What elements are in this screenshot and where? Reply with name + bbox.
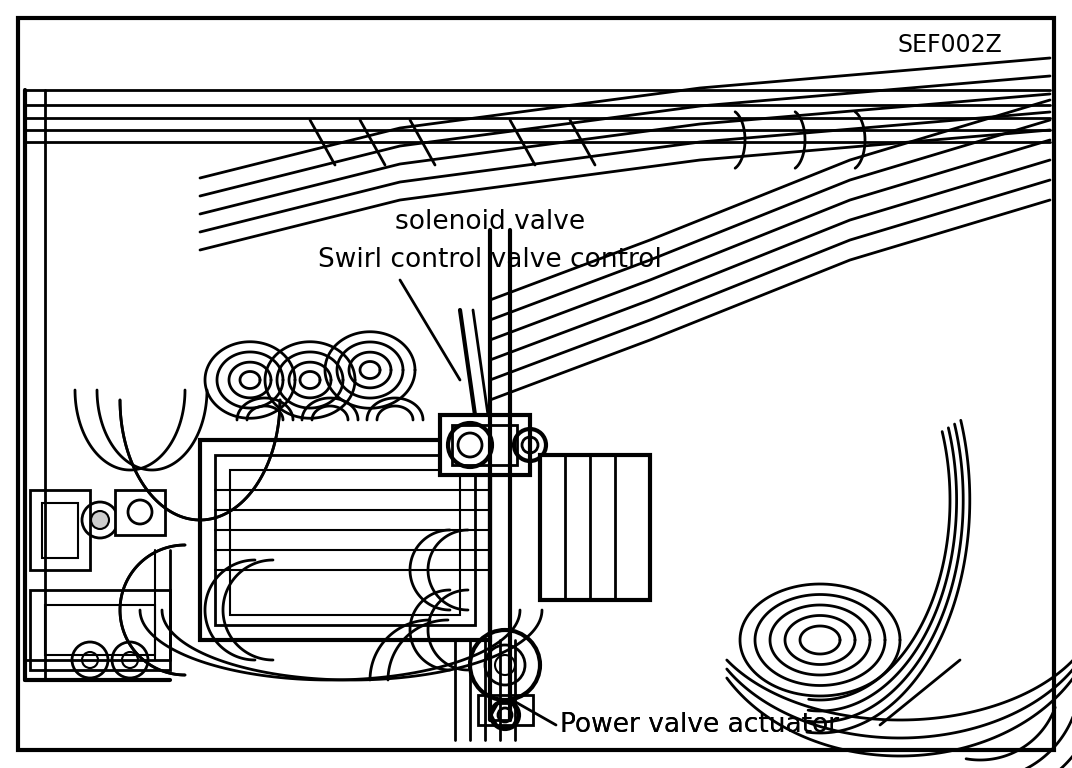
Text: SEF002Z: SEF002Z	[897, 33, 1002, 57]
Bar	[540, 455, 650, 600]
Text: solenoid valve: solenoid valve	[394, 209, 585, 235]
Bar	[478, 695, 533, 725]
Bar	[30, 490, 90, 570]
Text: Power valve actuator: Power valve actuator	[560, 712, 839, 738]
Text: Swirl control valve control: Swirl control valve control	[318, 247, 661, 273]
Bar	[115, 490, 165, 535]
Text: Power valve actuator: Power valve actuator	[560, 712, 839, 738]
Bar	[230, 470, 460, 615]
Bar	[45, 605, 155, 655]
Bar	[215, 455, 475, 625]
Circle shape	[91, 511, 109, 529]
Bar	[200, 440, 490, 640]
Bar	[30, 590, 170, 670]
Bar	[452, 425, 517, 465]
Bar	[42, 503, 78, 558]
Bar	[440, 415, 530, 475]
